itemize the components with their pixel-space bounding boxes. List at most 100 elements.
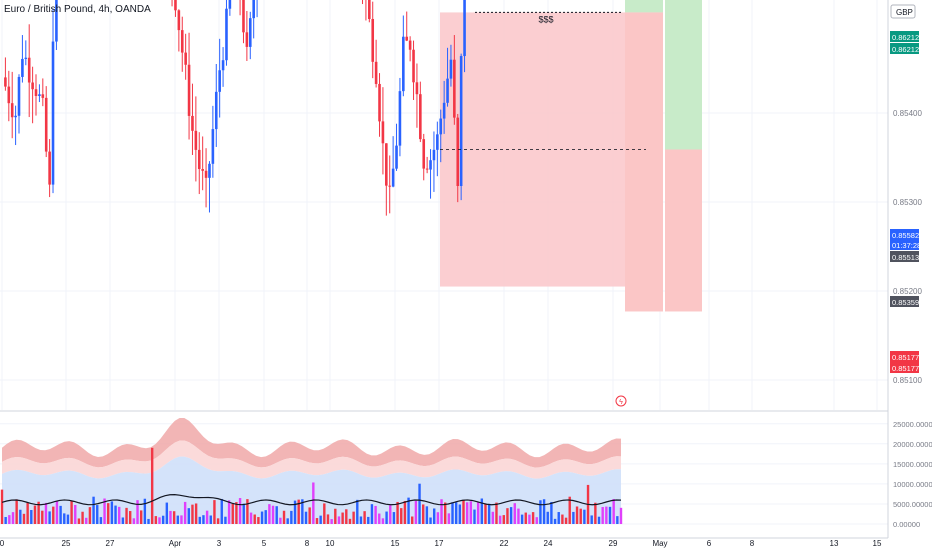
volume-bar <box>209 515 212 524</box>
volume-bar <box>19 509 22 524</box>
price-tag <box>890 351 919 362</box>
volume-bar <box>539 500 542 524</box>
candle-body <box>415 82 419 95</box>
volume-bar <box>411 516 414 524</box>
candlestick-series <box>4 0 466 216</box>
candle-body <box>228 0 232 9</box>
candle-body <box>41 94 45 98</box>
volume-bar <box>385 511 388 524</box>
vol-band-middle <box>2 440 621 479</box>
volume-bar <box>264 510 267 524</box>
volume-bar <box>462 500 465 524</box>
price-tick-label: 0.85400 <box>893 109 922 118</box>
volume-bar <box>125 507 128 524</box>
volume-bar <box>396 501 399 524</box>
candle-body <box>408 40 412 50</box>
price-tag-label: 0.85359 <box>892 298 919 307</box>
volume-bar <box>282 510 286 524</box>
volume-bar <box>535 517 538 524</box>
time-tick-label: 8 <box>305 539 310 548</box>
price-tag <box>890 31 919 42</box>
volume-bar <box>279 517 282 524</box>
volume-bar <box>498 515 502 524</box>
volume-bar <box>601 507 604 524</box>
volume-bar <box>513 503 516 524</box>
volume-bar <box>103 498 106 524</box>
volume-bar <box>465 502 469 524</box>
volume-bar <box>242 503 245 524</box>
volume-bar <box>454 502 458 524</box>
volume-bar <box>367 516 370 524</box>
price-tag-label: 01:37:28 <box>892 241 921 250</box>
volume-bar <box>158 517 161 524</box>
liquidity-label: $$$ <box>538 14 553 24</box>
volume-ma-line <box>1 494 622 506</box>
volume-bar <box>542 499 546 524</box>
volume-bar <box>143 498 147 524</box>
candle-body <box>245 32 249 47</box>
volume-bar <box>590 515 593 524</box>
volume-bar <box>557 512 560 524</box>
volume-bar <box>114 505 117 524</box>
volume-bar <box>517 508 520 524</box>
candle-body <box>214 91 218 130</box>
candle-body <box>378 83 381 122</box>
price-tick-label: 0.85200 <box>893 287 922 296</box>
loss-zone-2 <box>665 149 702 312</box>
volume-bar <box>128 511 132 524</box>
candle-body <box>184 52 187 65</box>
volume-bar <box>579 508 582 524</box>
chart-title: Euro / British Pound, 4h, OANDA <box>4 4 151 15</box>
volume-bar <box>180 515 183 524</box>
volume-bar <box>550 501 553 524</box>
volume-bar <box>52 506 55 524</box>
candle-body <box>374 61 378 84</box>
volume-bar <box>11 512 15 524</box>
volume-bar <box>235 502 238 524</box>
volume-bar <box>41 510 44 524</box>
candle-body <box>180 30 184 53</box>
volume-bar <box>429 517 432 524</box>
candle-body <box>48 151 51 185</box>
volume-bar <box>433 508 436 524</box>
volume-bar <box>484 503 487 524</box>
candle-body <box>221 60 225 71</box>
volume-bar <box>15 499 18 524</box>
volume-bar <box>575 506 579 524</box>
volume-bar <box>0 489 4 524</box>
candle-body <box>405 36 409 41</box>
volume-bar <box>257 517 260 524</box>
volume-bar <box>70 500 73 524</box>
volume-bar <box>253 514 256 524</box>
volume-bar <box>341 512 344 524</box>
time-tick-label: 5 <box>262 539 267 548</box>
volume-bar <box>224 516 227 524</box>
volume-bar <box>136 500 139 524</box>
profit-zone-1 <box>625 0 663 13</box>
candle-body <box>425 168 429 170</box>
volume-bar <box>337 516 341 524</box>
volume-bar <box>77 518 81 524</box>
volume-bar <box>238 498 242 524</box>
time-tick-label: Apr <box>169 539 182 548</box>
candle-body <box>442 102 446 119</box>
candle-body <box>201 169 204 171</box>
volume-bar <box>99 517 103 524</box>
volume-bar <box>301 499 304 524</box>
volume-bar <box>183 501 187 524</box>
volume-bar <box>476 502 480 524</box>
volume-bar <box>447 513 451 524</box>
volume-bar <box>378 513 381 524</box>
volume-bar <box>502 515 505 524</box>
volume-tick-label: 10000.00000 <box>893 480 932 489</box>
candle-body <box>31 82 34 90</box>
currency-label: GBP <box>896 8 913 17</box>
time-tick-label: 15 <box>873 539 882 548</box>
volume-bar <box>422 504 425 524</box>
volume-bar <box>414 500 418 524</box>
volume-bar <box>451 502 454 524</box>
volume-bar <box>389 505 392 524</box>
time-tick-label: 8 <box>750 539 755 548</box>
volume-bar <box>216 518 220 524</box>
